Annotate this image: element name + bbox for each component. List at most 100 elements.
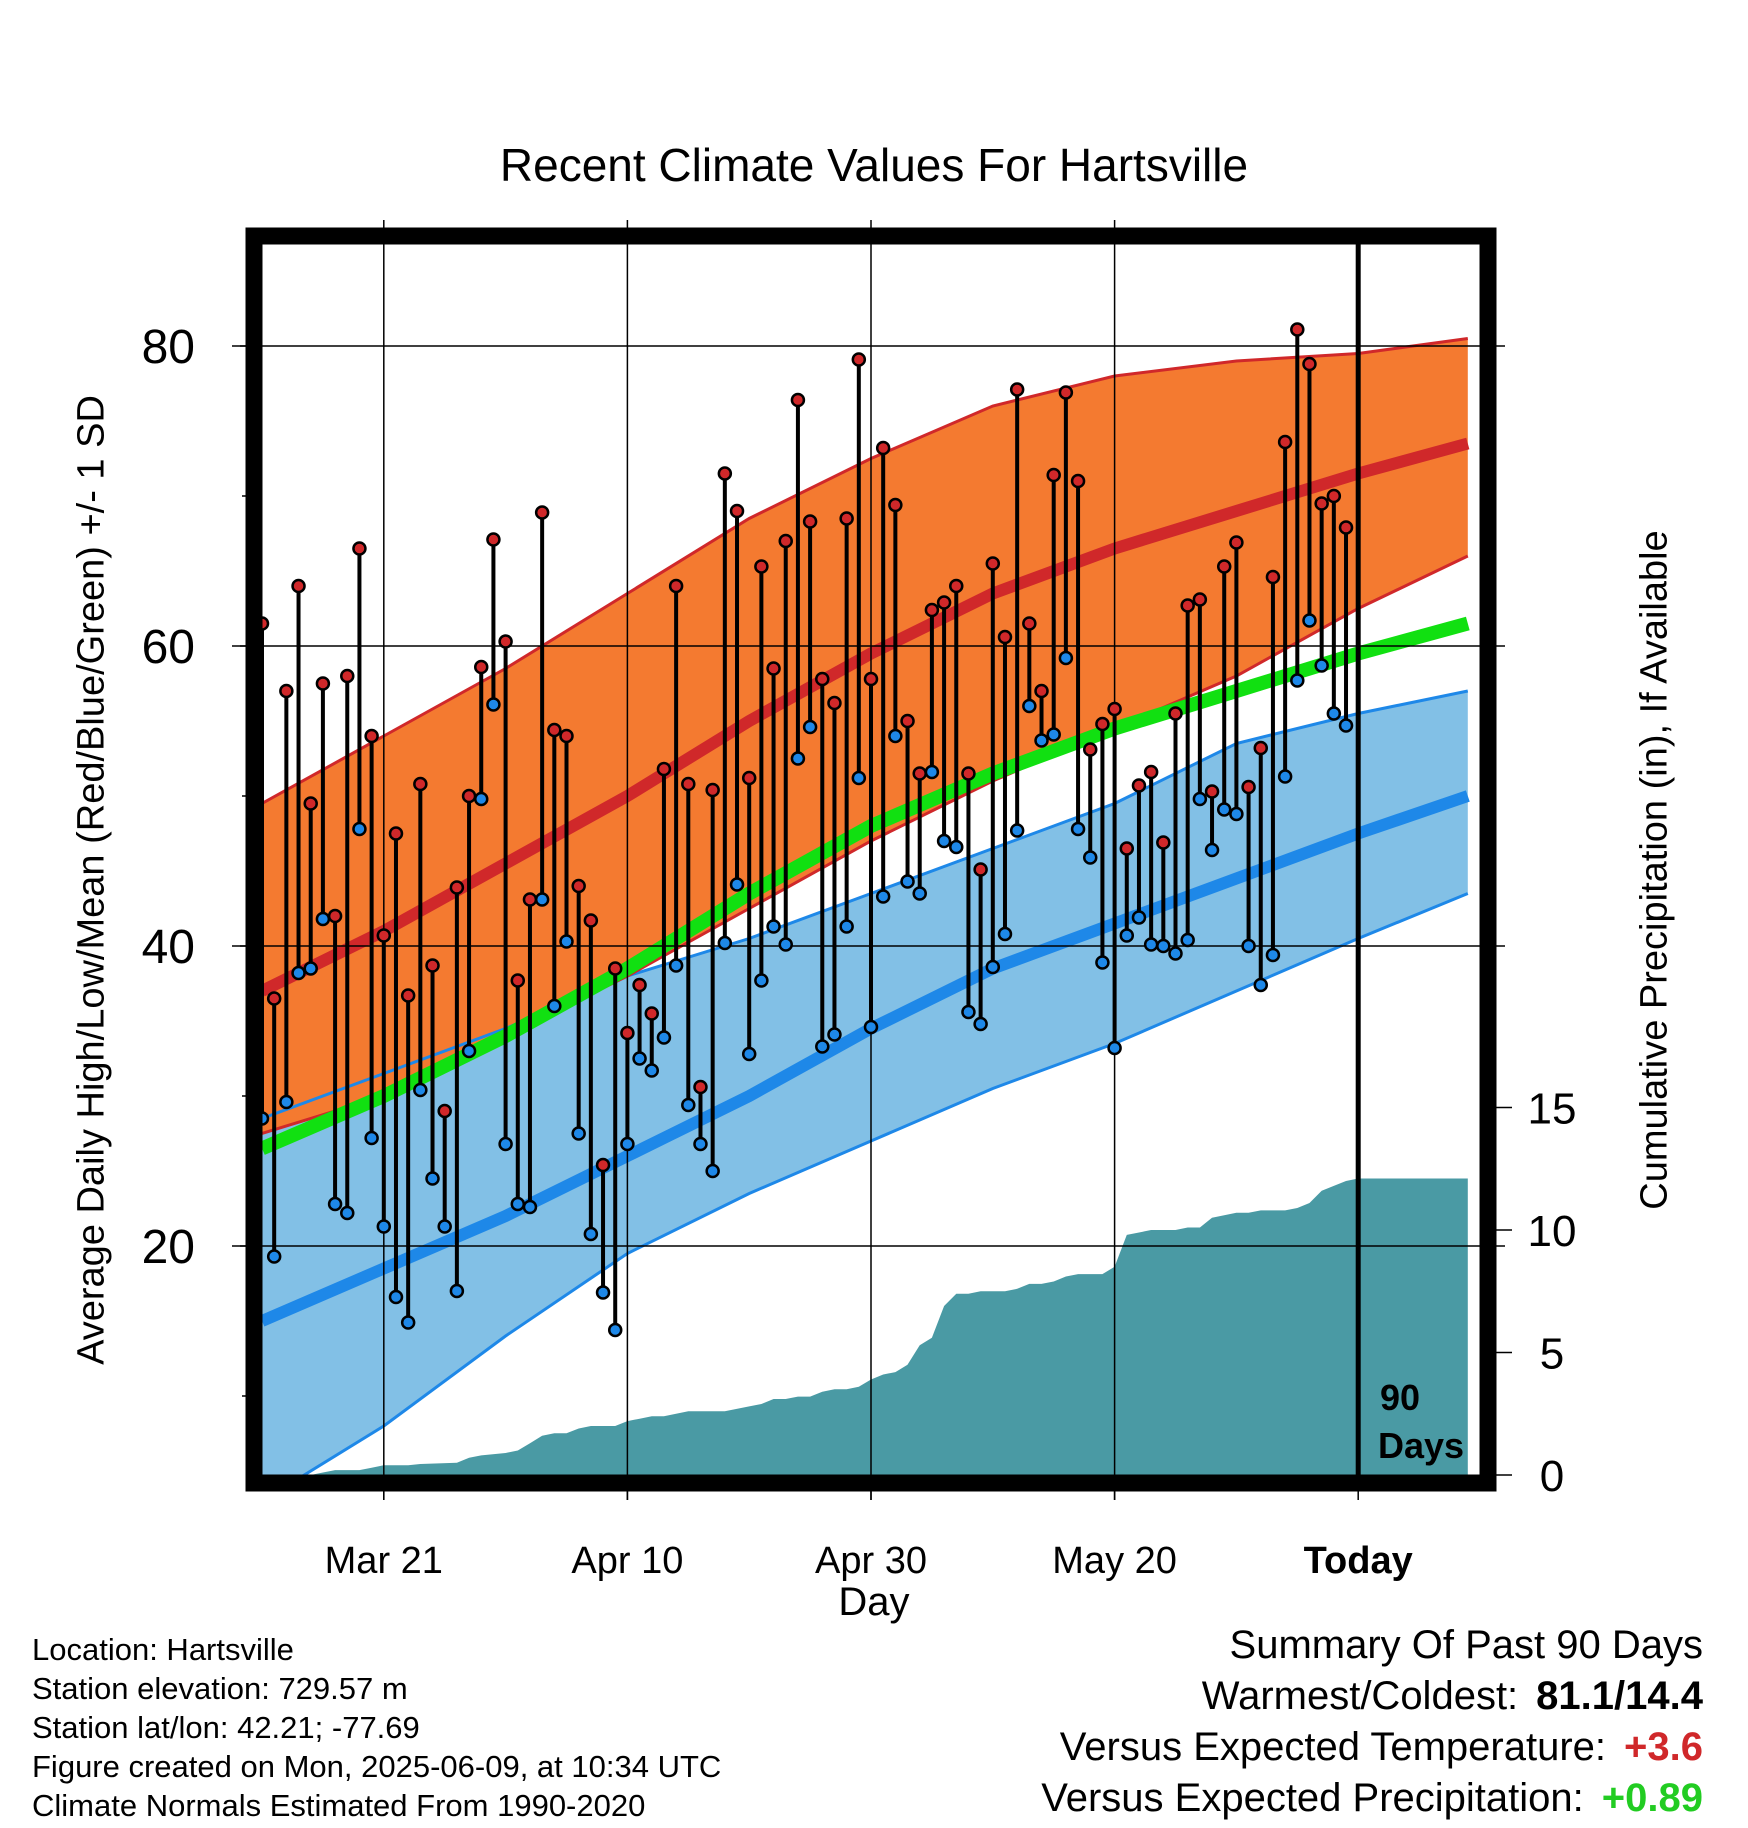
daily-low-point: [790, 751, 806, 766]
daily-high-point: [1229, 535, 1244, 550]
low-sd-band: [262, 691, 1468, 1475]
daily-high-point: [327, 908, 343, 924]
daily-low-point: [607, 1322, 623, 1338]
daily-low-point: [1302, 613, 1317, 628]
daily-high-point: [583, 913, 599, 928]
daily-low-point: [620, 1136, 635, 1152]
daily-low-point: [595, 1285, 611, 1300]
daily-low-point: [1314, 658, 1329, 673]
daily-high-point: [900, 713, 915, 729]
daily-high-point: [851, 352, 867, 367]
daily-high-point: [1265, 569, 1281, 585]
daily-low-point: [961, 1004, 976, 1020]
daily-high-point: [961, 766, 976, 781]
daily-low-point: [388, 1289, 404, 1305]
daily-high-point: [1326, 488, 1342, 504]
daily-low-point: [1131, 910, 1147, 925]
station-info: Location: Hartsville Station elevation: …: [32, 1630, 721, 1825]
daily-high-point: [1107, 701, 1122, 717]
plot-frame: [245, 227, 1497, 1492]
left-axis-label: Average Daily High/Low/Mean (Red/Blue/Gr…: [70, 395, 113, 1365]
x-tick-label: Mar 21: [325, 1540, 443, 1582]
daily-low-point: [437, 1219, 452, 1234]
daily-low-point: [875, 889, 891, 904]
summary-warm-cold-row: Warmest/Coldest: 81.1/14.4: [1041, 1671, 1703, 1722]
daily-low-point: [1046, 727, 1061, 742]
left-tick-label: 60: [142, 621, 195, 674]
daily-high-point: [534, 505, 550, 520]
daily-high-point: [1302, 356, 1317, 372]
daily-low-point: [547, 998, 562, 1014]
daily-low-point: [510, 1196, 526, 1212]
left-tick-label: 80: [142, 321, 195, 374]
daily-low-point: [266, 1249, 282, 1264]
info-normals: Climate Normals Estimated From 1990-2020: [32, 1788, 646, 1823]
daily-high-point: [413, 776, 428, 792]
daily-low-point: [473, 791, 489, 807]
right-tick-label: 5: [1540, 1330, 1564, 1379]
daily-high-point: [303, 796, 318, 811]
info-latlon: Station lat/lon: 42.21; -77.69: [32, 1710, 420, 1745]
x-tick-label: May 20: [1052, 1540, 1177, 1582]
daily-high-point: [802, 514, 818, 529]
left-tick-label: 40: [142, 921, 195, 974]
daily-high-point: [1192, 592, 1208, 607]
daily-low-point: [413, 1082, 428, 1098]
daily-low-point: [1204, 842, 1220, 858]
daily-high-point: [973, 862, 988, 877]
daily-high-point: [827, 695, 842, 711]
daily-low-point: [1326, 706, 1342, 721]
daily-low-point: [656, 1030, 672, 1045]
daily-low-point: [303, 961, 318, 976]
daily-low-point: [327, 1196, 343, 1212]
daily-low-point: [985, 959, 1001, 975]
daily-high-point: [315, 676, 331, 691]
daily-low-point: [705, 1163, 720, 1179]
daily-low-point: [802, 719, 818, 735]
daily-low-point: [1082, 850, 1098, 865]
daily-high-point: [266, 991, 282, 1006]
summary-precip-row: Versus Expected Precipitation: +0.89: [1041, 1773, 1703, 1824]
summary-panel: Summary Of Past 90 Days Warmest/Coldest:…: [1041, 1620, 1703, 1824]
daily-high-point: [449, 880, 465, 895]
daily-low-point: [741, 1046, 757, 1062]
daily-low-point: [291, 965, 306, 981]
axis-ticks: 20 40 60 80 0 5 10 15 Mar 21 Apr 10 Apr 30 May 20 To…: [142, 321, 1577, 1582]
daily-high-point: [949, 578, 964, 594]
daily-low-point: [693, 1136, 708, 1152]
daily-low-point: [449, 1283, 465, 1299]
daily-low-point: [364, 1130, 379, 1146]
daily-high-point: [473, 659, 489, 675]
daily-low-point: [888, 728, 903, 744]
daily-low-point: [1277, 769, 1293, 784]
daily-low-point: [1119, 928, 1135, 943]
daily-low-point: [1229, 806, 1244, 822]
daily-low-point: [1265, 947, 1281, 963]
warm-cold-label: Warmest/Coldest:: [1201, 1674, 1519, 1718]
chart-title: Recent Climate Values For Hartsville: [499, 139, 1249, 191]
daily-low-point: [949, 839, 964, 855]
daily-low-point: [425, 1171, 440, 1186]
daily-low-point: [778, 937, 793, 952]
daily-high-point: [693, 1079, 708, 1095]
daily-high-point: [717, 466, 733, 481]
daily-high-point: [595, 1157, 611, 1173]
temp-value: +3.6: [1624, 1725, 1703, 1769]
daily-high-point: [1022, 616, 1037, 631]
daily-low-point: [522, 1199, 538, 1215]
daily-high-point: [1156, 835, 1171, 850]
temp-label: Versus Expected Temperature:: [1059, 1725, 1607, 1769]
daily-low-point: [912, 886, 927, 901]
daily-low-point: [681, 1097, 696, 1113]
x-axis-label: Day: [838, 1580, 910, 1624]
daily-low-point: [924, 764, 940, 780]
daily-high-point: [522, 892, 538, 907]
daily-low-point: [279, 1094, 294, 1110]
daily-high-point: [1180, 598, 1195, 613]
daily-high-point: [1143, 764, 1159, 780]
daily-low-point: [1070, 821, 1086, 837]
daily-high-point: [644, 1006, 660, 1021]
info-location: Location: Hartsville: [32, 1632, 294, 1667]
daily-low-point: [717, 935, 733, 951]
